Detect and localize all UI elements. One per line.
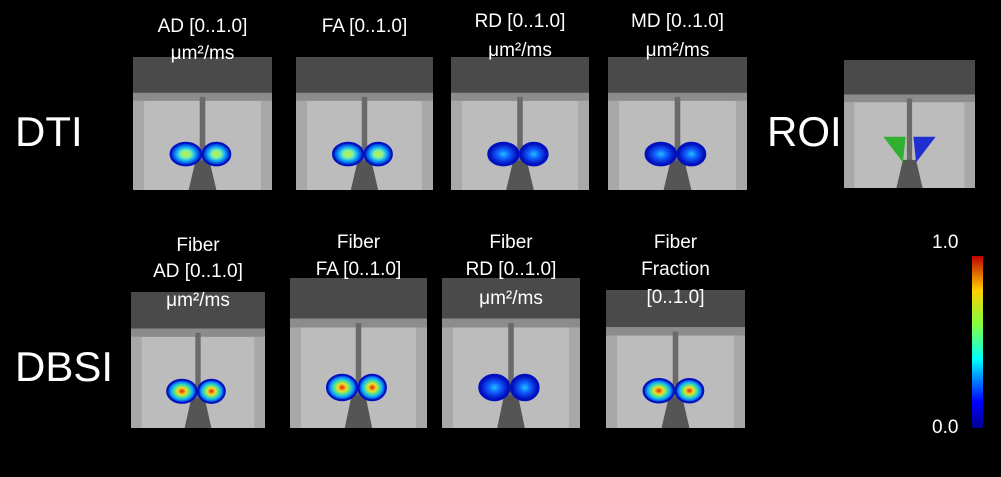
panel-title: [0..1.0] xyxy=(646,287,704,308)
blob-left xyxy=(487,141,520,167)
row-label: DBSI xyxy=(15,343,113,390)
mri-panel xyxy=(606,290,745,428)
panel-title: RD [0..1.0] xyxy=(466,259,557,280)
mri-side xyxy=(608,100,620,190)
mri-panel xyxy=(133,57,272,190)
mri-stem xyxy=(661,397,690,428)
blob-left xyxy=(644,141,678,167)
mri-panel xyxy=(131,292,265,428)
panel-title: Fiber xyxy=(337,232,381,253)
mri-side xyxy=(131,336,142,428)
mri-side xyxy=(133,100,145,190)
mri-side xyxy=(290,327,301,428)
mri-top xyxy=(290,278,427,319)
mri-panel xyxy=(844,60,975,188)
mri-side xyxy=(451,100,463,190)
colorbar-min: 0.0 xyxy=(932,417,958,438)
mri-stem xyxy=(497,395,525,428)
mri-top xyxy=(133,57,272,93)
panel-title: Fiber xyxy=(654,232,698,253)
mri-stem xyxy=(184,398,212,428)
mri-line xyxy=(906,98,913,188)
mri-stem xyxy=(663,160,692,190)
blob-right xyxy=(519,141,549,167)
mri-side xyxy=(735,100,747,190)
panel-title: Fiber xyxy=(176,235,220,256)
mri-panel xyxy=(451,57,589,190)
panel-title: μm²/ms xyxy=(171,43,235,64)
blob-right xyxy=(201,141,232,167)
mri-stem xyxy=(188,160,217,190)
mri-top xyxy=(844,60,975,95)
panel-title: Fiber xyxy=(489,232,533,253)
mri-top xyxy=(442,278,580,319)
mri-side xyxy=(844,102,855,188)
panel-title: Fraction xyxy=(641,259,710,280)
mri-line xyxy=(199,96,206,190)
blob-right xyxy=(674,378,705,404)
blob-left xyxy=(325,373,359,402)
mri-line xyxy=(674,96,681,190)
mri-side xyxy=(260,100,272,190)
mri-side xyxy=(416,327,427,428)
row-label: DTI xyxy=(15,108,83,155)
blob-left xyxy=(642,378,676,404)
panel-title: μm²/ms xyxy=(646,40,710,61)
mri-line xyxy=(195,332,201,428)
mri-panel xyxy=(442,278,580,428)
mri-line xyxy=(672,331,679,428)
panel-title: FA [0..1.0] xyxy=(322,16,408,37)
blob-right xyxy=(676,141,707,167)
colorbar-max: 1.0 xyxy=(932,232,958,253)
mri-panel xyxy=(290,278,427,428)
panel-title: μm²/ms xyxy=(166,290,230,311)
mri-top xyxy=(451,57,589,93)
mri-top xyxy=(296,57,433,93)
mri-side xyxy=(964,102,975,188)
blob-right xyxy=(357,373,387,402)
roi-left xyxy=(883,136,906,163)
panel-title: μm²/ms xyxy=(488,40,552,61)
mri-stem xyxy=(896,159,923,188)
roi-label: ROI xyxy=(767,108,842,155)
mri-stem xyxy=(506,160,534,190)
mri-line xyxy=(508,323,514,428)
blob-left xyxy=(166,378,198,404)
mri-side xyxy=(568,327,580,428)
roi-right xyxy=(913,136,936,163)
blob-right xyxy=(510,373,540,402)
mri-side xyxy=(733,335,745,428)
blob-left xyxy=(478,373,511,402)
mri-panel xyxy=(296,57,433,190)
mri-top xyxy=(606,290,745,328)
mri-side xyxy=(606,335,618,428)
mri-side xyxy=(422,100,433,190)
colorbar xyxy=(972,256,983,428)
panel-title: μm²/ms xyxy=(479,288,543,309)
mri-side xyxy=(254,336,265,428)
mri-side xyxy=(296,100,307,190)
mri-line xyxy=(355,323,362,428)
mri-side xyxy=(442,327,454,428)
mri-top xyxy=(608,57,747,93)
blob-right xyxy=(197,378,226,404)
mri-line xyxy=(361,96,368,190)
mri-panel xyxy=(608,57,747,190)
mri-line xyxy=(517,96,523,190)
blob-left xyxy=(169,141,203,167)
mri-side xyxy=(577,100,589,190)
panel-title: FA [0..1.0] xyxy=(316,259,402,280)
mri-top xyxy=(131,292,265,329)
mri-band xyxy=(844,94,975,103)
mri-stem xyxy=(344,395,373,428)
panel-title: AD [0..1.0] xyxy=(153,261,243,282)
panel-title: RD [0..1.0] xyxy=(475,11,566,32)
panel-title: AD [0..1.0] xyxy=(158,16,248,37)
panel-title: MD [0..1.0] xyxy=(631,11,724,32)
mri-stem xyxy=(350,160,379,190)
blob-left xyxy=(331,141,365,167)
blob-right xyxy=(363,141,393,167)
